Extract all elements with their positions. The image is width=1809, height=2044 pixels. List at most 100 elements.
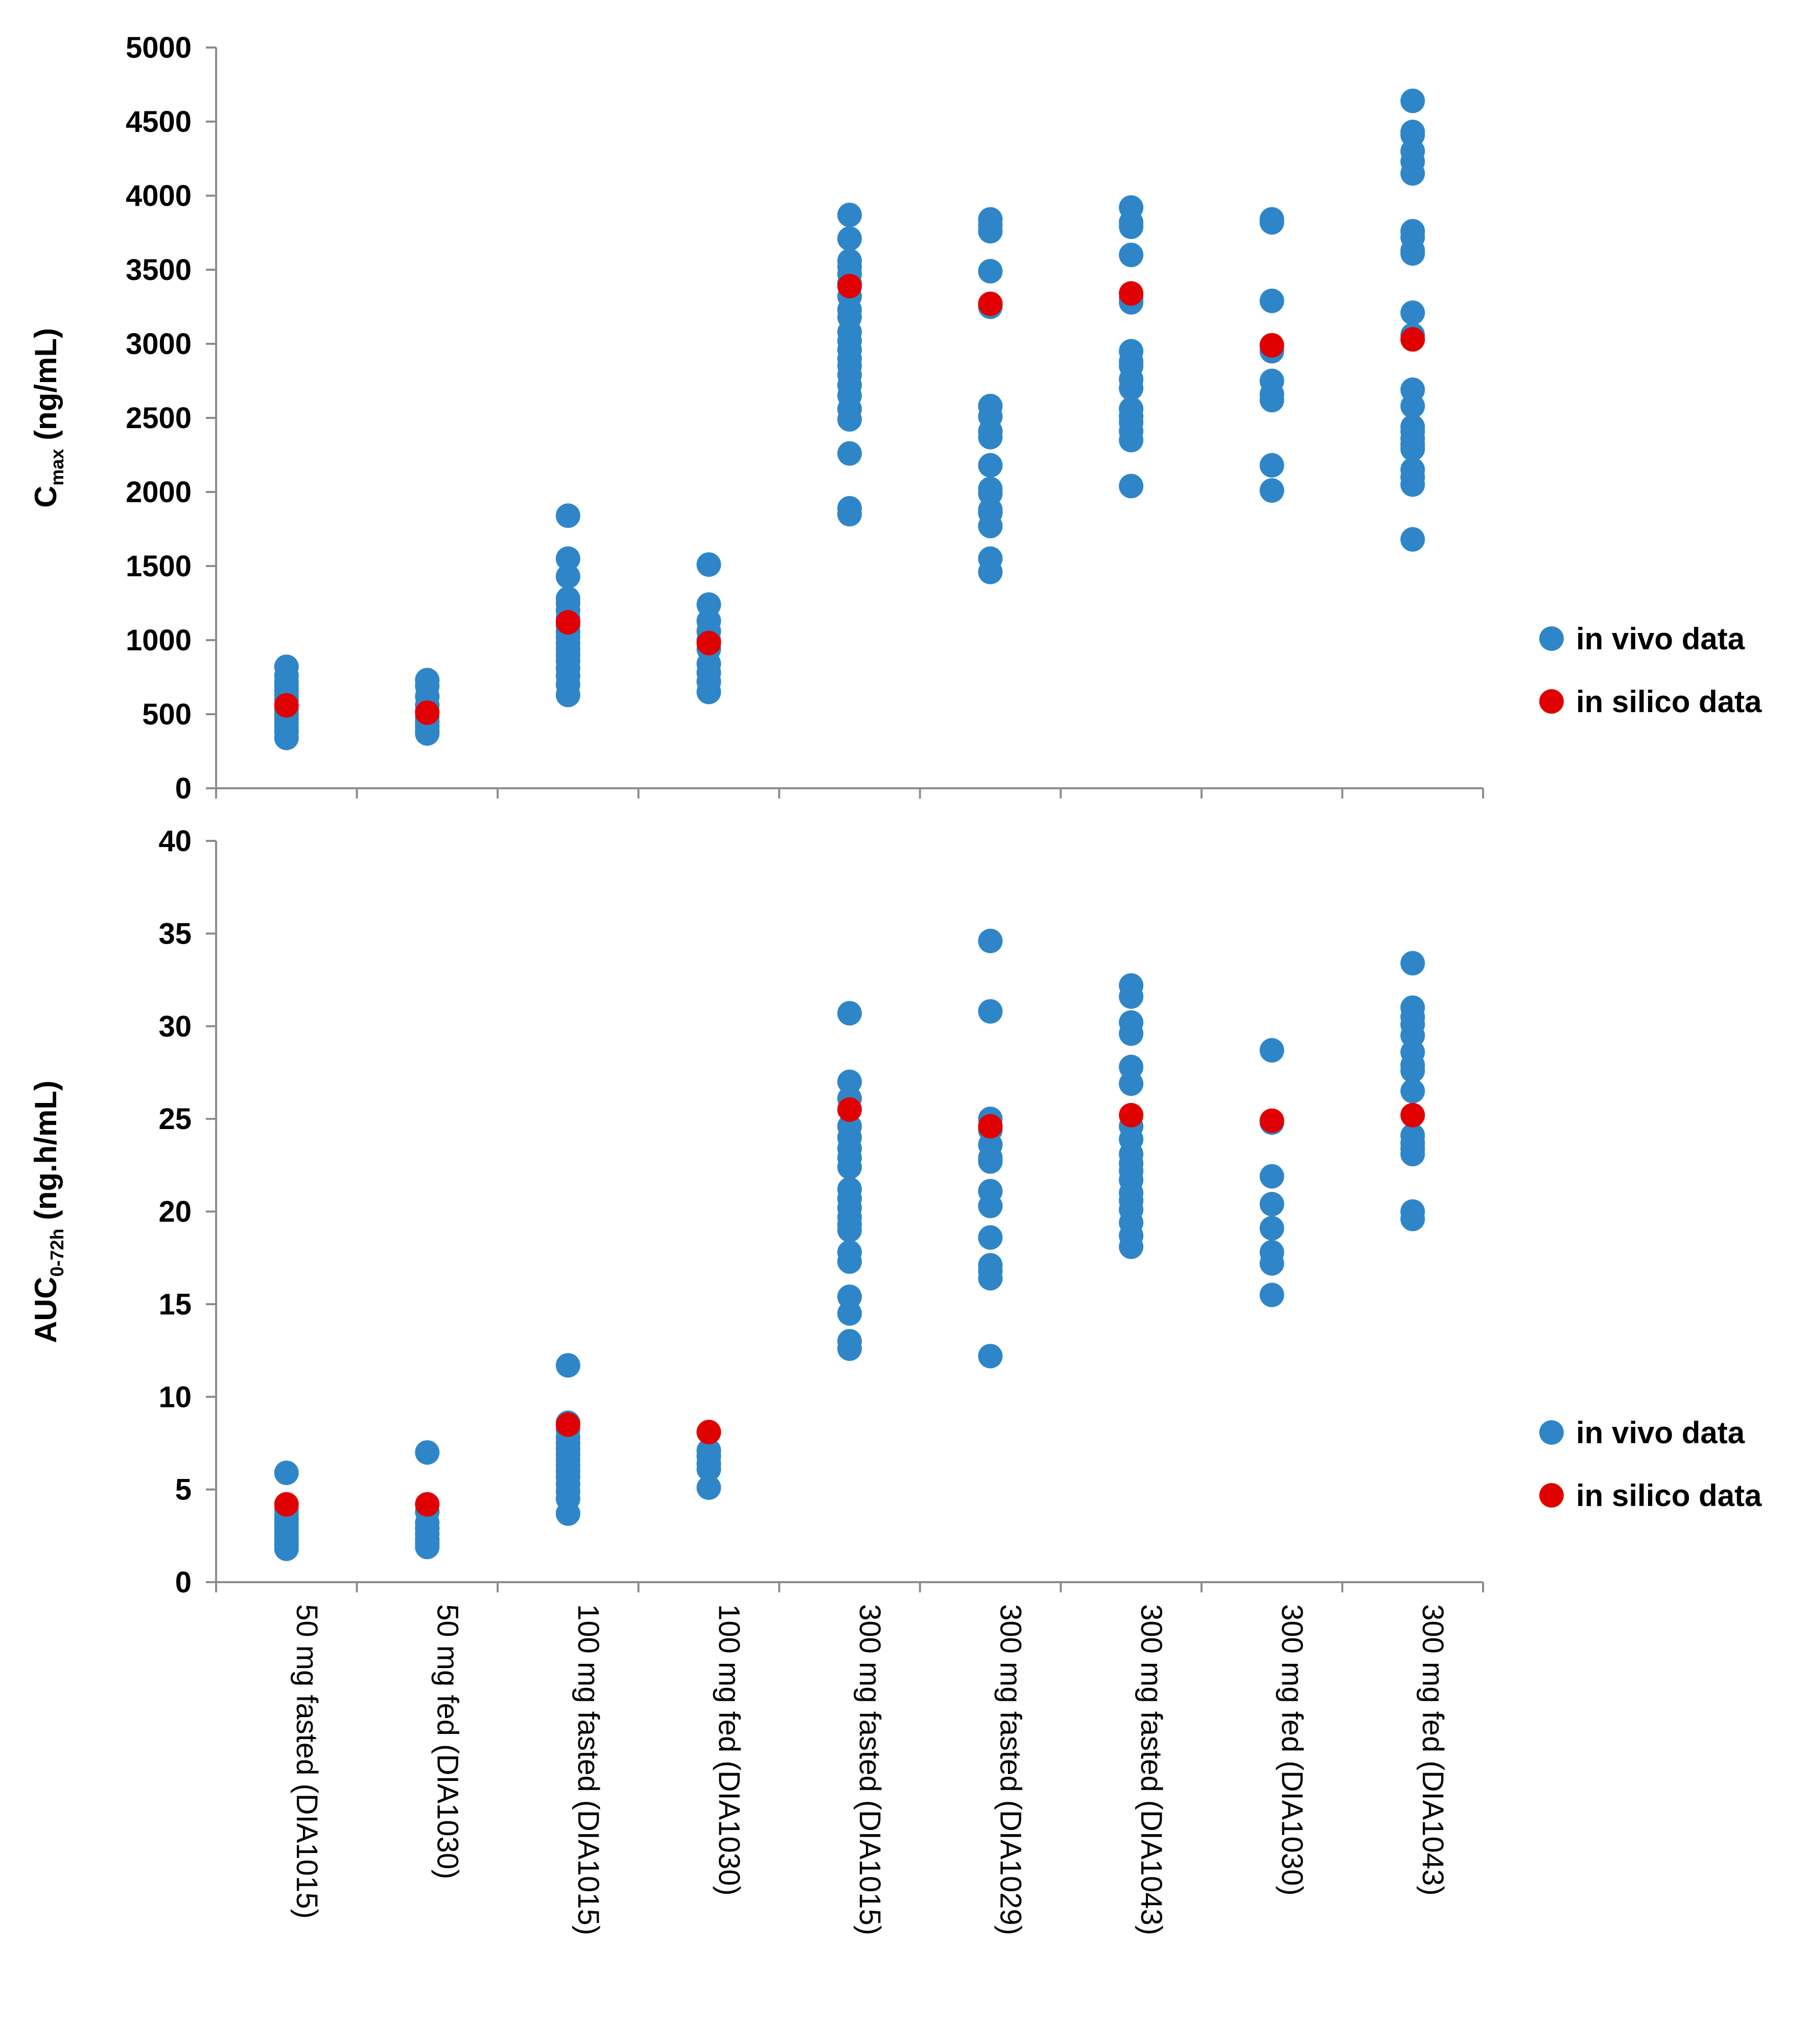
- cmax-in-vivo-point: [1259, 288, 1284, 313]
- cmax-in-vivo-point: [1400, 161, 1425, 186]
- x-category-label: 50 mg fed (DIA1030): [431, 1604, 464, 1879]
- auc-in-silico-point: [1119, 1102, 1144, 1127]
- auc-y-tick-label: 30: [158, 1010, 192, 1043]
- cmax-in-vivo-point: [1259, 210, 1284, 235]
- auc-in-silico-point: [415, 1492, 440, 1517]
- auc-in-vivo-point: [978, 999, 1003, 1024]
- cmax-y-tick-label: 2000: [126, 476, 192, 509]
- auc-legend-label-in-silico: in silico data: [1576, 1478, 1762, 1513]
- cmax-chart: 0 500 1000 1500 2000 2500 3000 3500 4000 4500 5000…: [29, 31, 1762, 805]
- cmax-in-vivo-point: [1119, 428, 1144, 453]
- auc-in-vivo-point: [978, 1266, 1003, 1291]
- cmax-in-vivo-point: [1259, 388, 1284, 413]
- auc-in-vivo-point: [1259, 1282, 1284, 1307]
- x-category-label: 50 mg fasted (DIA1015): [290, 1604, 323, 1919]
- cmax-legend-label-in-vivo: in vivo data: [1576, 622, 1745, 656]
- x-category-labels: 50 mg fasted (DIA1015) 50 mg fed (DIA1030…: [290, 1604, 1449, 1935]
- auc-y-tick-label: 20: [158, 1195, 192, 1229]
- auc-in-vivo-point: [837, 1217, 862, 1242]
- auc-in-vivo-point: [978, 1193, 1003, 1218]
- cmax-in-vivo-point: [837, 441, 862, 466]
- auc-in-silico-point: [1400, 1102, 1425, 1127]
- auc-in-vivo-point: [1400, 1078, 1425, 1103]
- auc-legend-marker-in-silico: [1539, 1483, 1564, 1508]
- auc-in-silico-point: [978, 1114, 1003, 1139]
- cmax-in-vivo-point: [555, 503, 580, 528]
- cmax-legend: in vivo data in silico data: [1539, 622, 1762, 719]
- auc-in-vivo-point: [1259, 1164, 1284, 1189]
- cmax-in-vivo-point: [978, 425, 1003, 450]
- cmax-y-axis-label: Cmax (ng/mL): [29, 328, 67, 508]
- x-category-label: 100 mg fasted (DIA1015): [572, 1604, 605, 1935]
- cmax-in-vivo-point: [837, 502, 862, 527]
- auc-in-vivo-point: [1400, 951, 1425, 976]
- x-category-label: 300 mg fasted (DIA1029): [994, 1604, 1027, 1935]
- auc-legend-marker-in-vivo: [1539, 1420, 1564, 1445]
- cmax-in-vivo-point: [978, 219, 1003, 244]
- cmax-legend-marker-in-silico: [1539, 689, 1564, 714]
- auc-y-tick-label: 0: [175, 1566, 192, 1599]
- x-category-label: 300 mg fasted (DIA1043): [1135, 1604, 1168, 1935]
- cmax-in-silico-point: [837, 273, 862, 298]
- cmax-in-vivo-point: [1259, 478, 1284, 503]
- auc-in-vivo-point: [1259, 1038, 1284, 1063]
- cmax-y-tick-label: 2500: [126, 402, 192, 435]
- cmax-in-vivo-point: [1400, 472, 1425, 497]
- cmax-in-vivo-point: [1119, 376, 1144, 401]
- auc-in-vivo-point: [837, 1301, 862, 1326]
- auc-in-vivo-point: [978, 928, 1003, 953]
- cmax-legend-label-in-silico: in silico data: [1576, 685, 1762, 719]
- cmax-y-tick-label: 1500: [126, 550, 192, 583]
- cmax-in-vivo-point: [1400, 88, 1425, 113]
- auc-y-tick-label: 5: [175, 1473, 192, 1507]
- cmax-y-tick-label: 3000: [126, 327, 192, 361]
- cmax-in-vivo-point: [415, 721, 440, 746]
- cmax-in-silico-point: [1400, 327, 1425, 352]
- auc-in-vivo-point: [1400, 1142, 1425, 1167]
- cmax-in-vivo-point: [978, 259, 1003, 284]
- x-category-label: 300 mg fed (DIA1043): [1416, 1604, 1449, 1896]
- auc-chart: 0 5 10 15 20 25 30 35 40 AUC0-72h (ng.h/mL) in v…: [29, 825, 1762, 1599]
- cmax-in-vivo-point: [1400, 241, 1425, 266]
- cmax-y-tick-label: 3500: [126, 253, 192, 287]
- cmax-in-vivo-point: [837, 226, 862, 251]
- cmax-in-silico-point: [978, 291, 1003, 316]
- auc-in-vivo-point: [274, 1536, 299, 1561]
- cmax-in-vivo-point: [1119, 243, 1144, 267]
- auc-in-vivo-point: [978, 1149, 1003, 1174]
- auc-in-vivo-point: [837, 1249, 862, 1274]
- x-category-label: 300 mg fed (DIA1030): [1276, 1604, 1309, 1896]
- cmax-legend-marker-in-vivo: [1539, 626, 1564, 651]
- cmax-in-vivo-point: [555, 546, 580, 571]
- cmax-in-vivo-point: [696, 679, 721, 704]
- auc-in-vivo-point: [696, 1456, 721, 1482]
- auc-in-silico-point: [696, 1420, 721, 1445]
- cmax-in-vivo-point: [1259, 453, 1284, 478]
- cmax-in-vivo-point: [696, 552, 721, 577]
- cmax-y-tick-label: 1000: [126, 624, 192, 657]
- auc-in-vivo-point: [415, 1440, 440, 1465]
- cmax-y-tick-label: 4000: [126, 179, 192, 213]
- auc-in-vivo-point: [837, 1336, 862, 1361]
- auc-in-vivo-point: [1400, 1207, 1425, 1232]
- auc-in-vivo-point: [696, 1475, 721, 1500]
- cmax-in-vivo-point: [555, 564, 580, 589]
- x-category-label: 100 mg fed (DIA1030): [712, 1604, 745, 1896]
- auc-in-vivo-point: [1259, 1191, 1284, 1216]
- x-category-label: 300 mg fasted (DIA1015): [853, 1604, 886, 1935]
- cmax-y-tick-label: 500: [142, 698, 192, 731]
- auc-in-silico-point: [1259, 1108, 1284, 1133]
- auc-in-silico-point: [837, 1097, 862, 1122]
- auc-legend-label-in-vivo: in vivo data: [1576, 1416, 1745, 1450]
- auc-in-silico-point: [274, 1492, 299, 1517]
- cmax-y-tick-label: 4500: [126, 105, 192, 138]
- cmax-in-vivo-point: [1119, 474, 1144, 499]
- cmax-in-silico-point: [696, 630, 721, 655]
- auc-y-tick-label: 15: [158, 1288, 192, 1321]
- auc-in-vivo-point: [837, 1155, 862, 1180]
- auc-in-vivo-point: [837, 1001, 862, 1026]
- auc-y-tick-label: 40: [158, 825, 192, 858]
- cmax-in-vivo-point: [1400, 393, 1425, 418]
- cmax-in-silico-point: [555, 610, 580, 635]
